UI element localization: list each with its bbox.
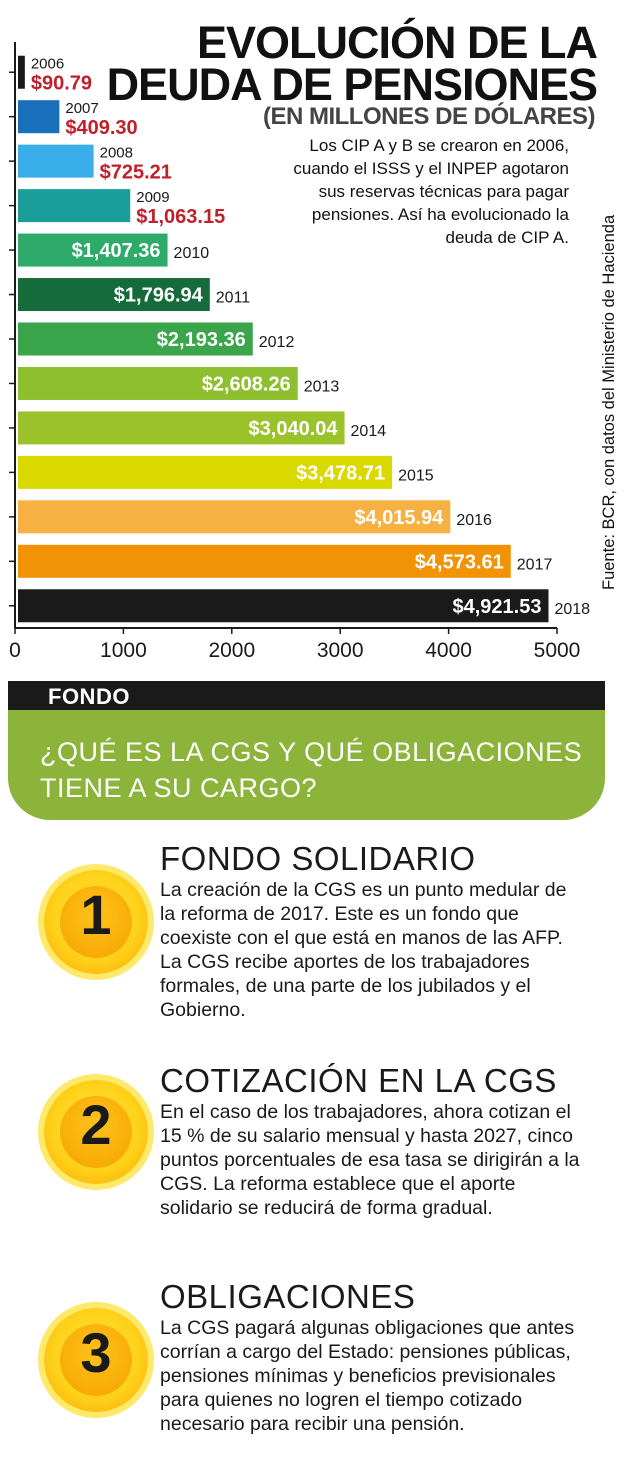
section-question-line1: ¿QUÉ ES LA CGS Y QUÉ OBLIGACIONES [40,737,583,767]
bar-value-label: $4,921.53 [453,596,542,618]
bar-year-label: 2010 [174,245,210,262]
bar [18,144,94,178]
item-number: 2 [80,1093,112,1156]
bar-value-label: $4,015.94 [354,507,444,529]
item-body: La creación de la CGS es un punto medula… [160,879,567,1021]
chart-title-line2: DEUDA DE PENSIONES [106,59,598,110]
x-tick-label: 4000 [425,639,472,662]
bar-year-label: 2006 [31,56,64,73]
bar [18,100,60,134]
bar [18,189,131,223]
bar-value-label: $2,608.26 [202,373,291,395]
bar-value-label: $1,063.15 [136,206,225,228]
item-body: En el caso de los trabajadores, ahora co… [160,1101,580,1219]
section-tag: FONDO [48,684,130,709]
item-title: COTIZACIÓN EN LA CGS [160,1062,557,1099]
bar [18,366,298,400]
bar-year-label: 2007 [65,100,98,117]
bar-year-label: 2017 [517,556,553,573]
x-tick-label: 0 [9,639,21,662]
number-coin-icon: 3 [44,1308,148,1412]
bar-value-label: $1,796.94 [114,285,204,307]
bar-value-label: $3,040.04 [249,418,339,440]
bar-year-label: 2013 [304,378,340,395]
section-question-box: ¿QUÉ ES LA CGS Y QUÉ OBLIGACIONES TIENE … [8,710,605,820]
bar [18,411,345,445]
number-coin-icon: 2 [44,1080,148,1184]
bar-year-label: 2015 [398,467,434,484]
section-tag-bar: FONDO [8,681,605,710]
x-tick-label: 5000 [534,639,581,662]
bar-year-label: 2011 [216,290,251,307]
bar-value-label: $4,573.61 [415,551,504,573]
x-tick-label: 2000 [208,639,255,662]
section-question: ¿QUÉ ES LA CGS Y QUÉ OBLIGACIONES TIENE … [40,734,582,806]
chart-subtitle: (EN MILLONES DE DÓLARES) [262,103,596,130]
bar [18,544,511,578]
bar [18,55,25,89]
chart-note: Los CIP A y B se crearon en 2006, cuando… [293,136,569,247]
number-coin-icon: 1 [44,870,148,974]
item-number: 1 [80,883,112,946]
item-number: 3 [80,1321,112,1384]
bar-year-label: 2018 [554,601,590,618]
item-title: OBLIGACIONES [160,1278,416,1315]
item-title: FONDO SOLIDARIO [160,840,476,877]
x-tick-label: 3000 [317,639,364,662]
bar [18,233,168,267]
bar-year-label: 2009 [136,189,169,206]
bar-chart: 0 1000 2000 3000 4000 5000 2006$90.79 2007$409.… [9,42,590,662]
bar [18,278,210,312]
bar-value-label: $725.21 [100,162,172,184]
bar-value-label: $3,478.71 [296,462,385,484]
bar-year-label: 2008 [100,145,133,162]
bar-value-label: $90.79 [31,73,92,95]
bar [18,589,549,623]
bar-value-label: $1,407.36 [72,240,161,262]
bar [18,322,253,356]
bar-year-label: 2012 [259,334,295,351]
source-credit: Fuente: BCR, con datos del Ministerio de… [600,214,618,590]
chart-title: EVOLUCIÓN DE LA DEUDA DE PENSIONES [106,17,598,110]
section-question-line2: TIENE A SU CARGO? [40,773,318,803]
bar-year-label: 2014 [351,423,387,440]
bar [18,500,451,534]
bar-value-label: $2,193.36 [157,329,246,351]
chart-title-line1: EVOLUCIÓN DE LA [196,17,598,68]
item-body: La CGS pagará algunas obligaciones que a… [160,1317,575,1435]
bar-value-label: $409.30 [65,117,137,139]
bar [18,455,393,489]
x-tick-label: 1000 [100,639,147,662]
bar-year-label: 2016 [456,512,492,529]
